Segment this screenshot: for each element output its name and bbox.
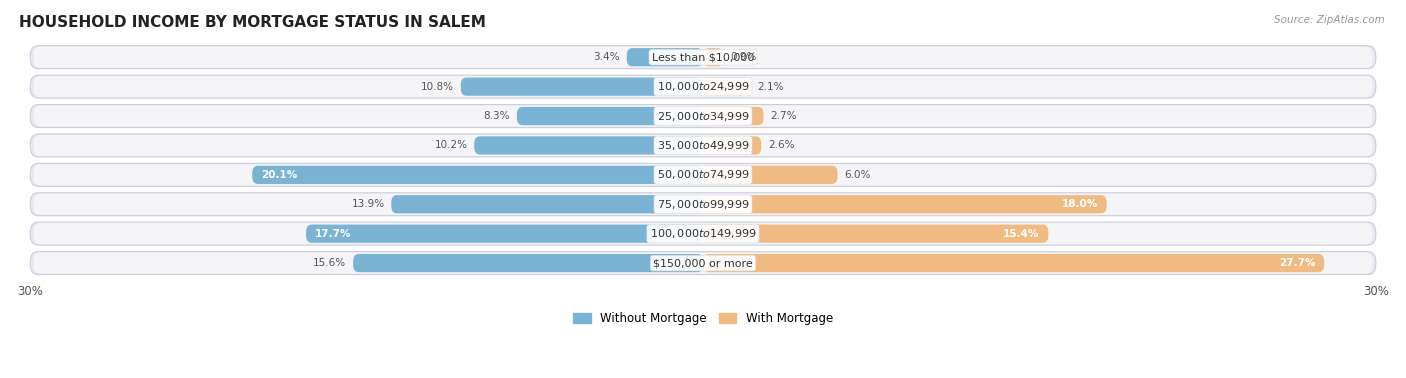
Text: 3.4%: 3.4% [593, 52, 620, 62]
FancyBboxPatch shape [703, 166, 838, 184]
FancyBboxPatch shape [30, 75, 1376, 98]
FancyBboxPatch shape [703, 136, 761, 155]
Text: Less than $10,000: Less than $10,000 [652, 52, 754, 62]
FancyBboxPatch shape [703, 195, 1107, 213]
Legend: Without Mortgage, With Mortgage: Without Mortgage, With Mortgage [568, 308, 838, 330]
FancyBboxPatch shape [34, 135, 1372, 156]
FancyBboxPatch shape [252, 166, 703, 184]
FancyBboxPatch shape [703, 254, 1324, 272]
Text: $100,000 to $149,999: $100,000 to $149,999 [650, 227, 756, 240]
Text: 10.2%: 10.2% [434, 141, 468, 150]
Text: 8.3%: 8.3% [484, 111, 510, 121]
Text: $35,000 to $49,999: $35,000 to $49,999 [657, 139, 749, 152]
FancyBboxPatch shape [30, 193, 1376, 216]
Text: HOUSEHOLD INCOME BY MORTGAGE STATUS IN SALEM: HOUSEHOLD INCOME BY MORTGAGE STATUS IN S… [20, 15, 486, 30]
Text: Source: ZipAtlas.com: Source: ZipAtlas.com [1274, 15, 1385, 25]
FancyBboxPatch shape [34, 46, 1372, 68]
FancyBboxPatch shape [461, 77, 703, 96]
Text: 13.9%: 13.9% [352, 199, 385, 209]
Text: 2.6%: 2.6% [768, 141, 794, 150]
FancyBboxPatch shape [34, 253, 1372, 274]
Text: 2.1%: 2.1% [756, 82, 783, 91]
FancyBboxPatch shape [30, 46, 1376, 69]
FancyBboxPatch shape [34, 164, 1372, 186]
FancyBboxPatch shape [34, 223, 1372, 244]
Text: $10,000 to $24,999: $10,000 to $24,999 [657, 80, 749, 93]
Text: 15.6%: 15.6% [314, 258, 346, 268]
FancyBboxPatch shape [703, 107, 763, 125]
FancyBboxPatch shape [353, 254, 703, 272]
FancyBboxPatch shape [34, 105, 1372, 127]
FancyBboxPatch shape [30, 163, 1376, 186]
FancyBboxPatch shape [703, 77, 749, 96]
Text: $150,000 or more: $150,000 or more [654, 258, 752, 268]
FancyBboxPatch shape [627, 48, 703, 67]
Text: 17.7%: 17.7% [315, 229, 352, 239]
FancyBboxPatch shape [474, 136, 703, 155]
FancyBboxPatch shape [703, 225, 1049, 243]
FancyBboxPatch shape [307, 225, 703, 243]
Text: 20.1%: 20.1% [262, 170, 298, 180]
FancyBboxPatch shape [34, 194, 1372, 215]
FancyBboxPatch shape [30, 134, 1376, 157]
Text: 0.9%: 0.9% [730, 52, 756, 62]
FancyBboxPatch shape [703, 48, 723, 67]
FancyBboxPatch shape [34, 76, 1372, 97]
FancyBboxPatch shape [30, 222, 1376, 245]
FancyBboxPatch shape [30, 105, 1376, 127]
Text: $50,000 to $74,999: $50,000 to $74,999 [657, 168, 749, 181]
Text: $25,000 to $34,999: $25,000 to $34,999 [657, 110, 749, 122]
FancyBboxPatch shape [391, 195, 703, 213]
FancyBboxPatch shape [517, 107, 703, 125]
Text: 2.7%: 2.7% [770, 111, 797, 121]
Text: 10.8%: 10.8% [420, 82, 454, 91]
Text: 18.0%: 18.0% [1062, 199, 1098, 209]
Text: $75,000 to $99,999: $75,000 to $99,999 [657, 198, 749, 211]
Text: 15.4%: 15.4% [1002, 229, 1039, 239]
Text: 6.0%: 6.0% [844, 170, 870, 180]
FancyBboxPatch shape [30, 252, 1376, 274]
Text: 27.7%: 27.7% [1278, 258, 1315, 268]
